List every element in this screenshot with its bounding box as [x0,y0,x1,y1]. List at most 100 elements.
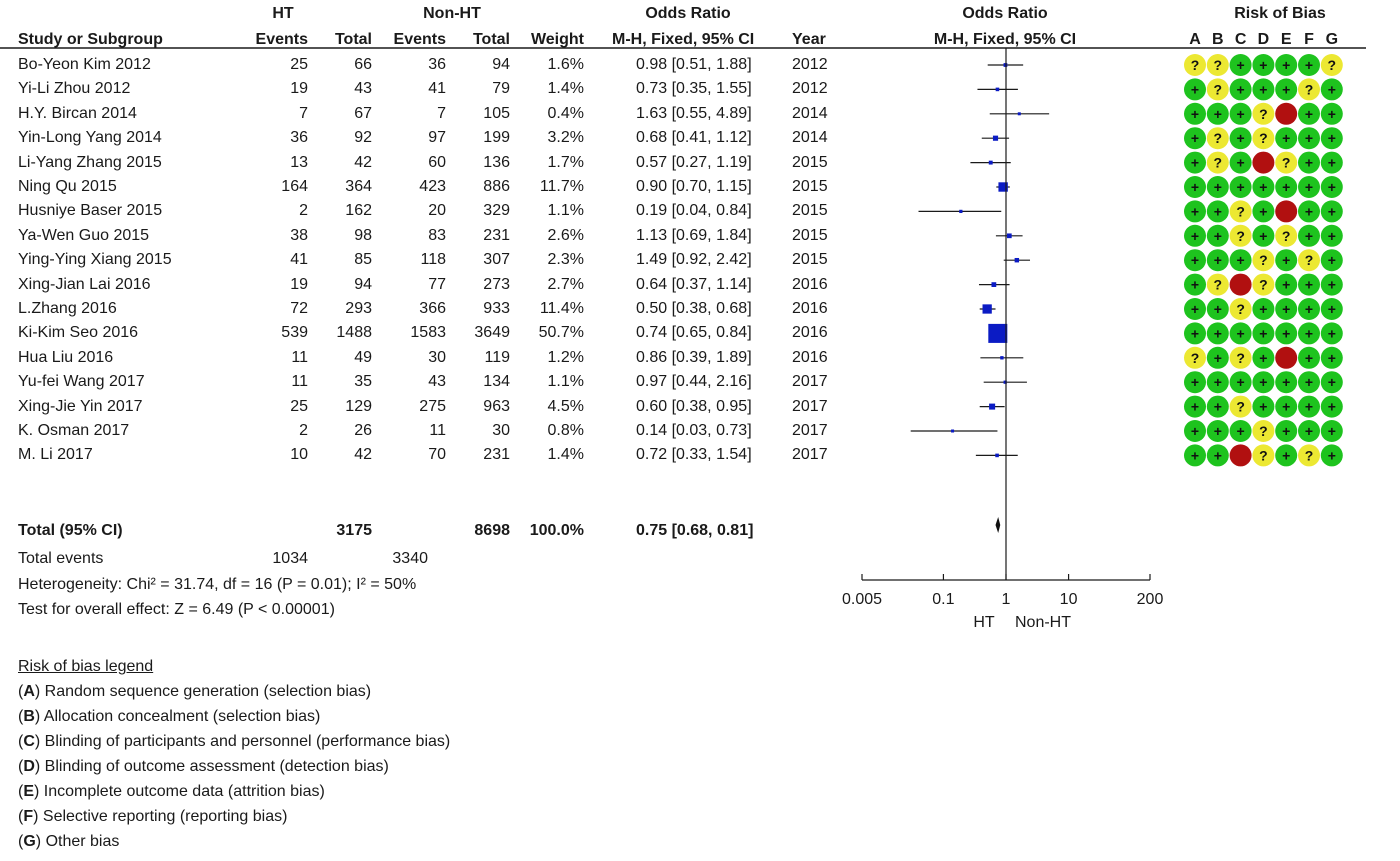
year-cell: 2017 [792,422,828,439]
study-name: Yin-Long Yang 2014 [18,129,162,147]
legend-item: (C) Blinding of participants and personn… [18,733,451,750]
risk-symbol: ? [1214,81,1223,97]
study-name: Xing-Jie Yin 2017 [18,397,143,415]
low-risk-icon [1229,176,1252,198]
nonht-events-cell: 60 [428,153,446,171]
legend-key: A [23,683,35,700]
study-name: Bo-Yeon Kim 2012 [18,56,151,73]
ht-events-cell: 72 [290,300,308,317]
low-risk-icon [1206,298,1229,320]
risk-symbol: + [1237,423,1245,439]
low-risk-icon [1320,127,1343,150]
unclear-risk-icon [1229,298,1252,320]
year-cell: 2017 [792,446,828,464]
weight-cell: 50.7% [538,324,584,342]
legend-text: Random sequence generation (selection bi… [44,683,372,700]
nonht-events-cell: 70 [428,446,446,464]
legend-key: F [23,808,34,825]
x-tick-label: 0.005 [842,591,882,608]
risk-symbol: + [1305,228,1313,244]
risk-symbol: + [1328,399,1336,415]
effect-marker [998,182,1008,192]
effect-marker [959,209,963,214]
nonht-total-cell: 329 [483,202,510,220]
ht-events-cell: 2 [299,202,308,220]
risk-symbol: + [1259,350,1267,366]
low-risk-icon [1184,151,1206,174]
nonht-events-cell: 77 [428,275,446,293]
study-name: Hua Liu 2016 [18,348,114,366]
weight-cell: 11.4% [539,300,584,317]
year-cell: 2016 [792,300,828,317]
risk-symbol: + [1328,277,1336,293]
risk-symbol: + [1214,106,1222,122]
nonht-events-cell: 20 [428,202,446,220]
weight-cell: 1.1% [547,202,584,220]
weight-cell: 2.3% [547,251,584,269]
unclear-risk-icon [1252,127,1275,150]
year-cell: 2015 [792,153,828,171]
year-cell: 2017 [792,397,828,415]
low-risk-icon [1229,102,1252,125]
header-ht-total: Total [334,31,372,48]
ht-total-cell: 94 [354,275,372,293]
risk-symbol: + [1282,423,1290,439]
legend-key: B [23,708,35,725]
low-risk-icon [1298,322,1320,345]
header-method: M-H, Fixed, 95% CI [612,31,755,48]
ht-total-cell: 43 [354,80,372,98]
unclear-risk-icon [1275,151,1298,174]
year-cell: 2015 [792,226,828,244]
low-risk-icon [1206,224,1229,247]
risk-symbol: + [1282,301,1290,317]
ht-events-cell: 10 [290,446,308,464]
legend-text: Selective reporting (reporting bias) [42,808,288,825]
ht-events-cell: 19 [290,80,308,98]
risk-symbol: + [1237,374,1245,390]
ht-events-cell: 11 [291,348,308,366]
effect-marker [1000,356,1004,360]
nonht-total-cell: 199 [483,129,510,147]
ci-cell: 0.90 [0.70, 1.15] [636,178,752,195]
ht-total-cell: 293 [345,300,372,317]
heterogeneity-text: Heterogeneity: Chi² = 31.74, df = 16 (P … [18,576,417,593]
low-risk-icon [1275,395,1298,418]
study-name: Ki-Kim Seo 2016 [18,324,139,342]
rob-column-A: A [1189,31,1201,48]
low-risk-icon [1252,371,1275,394]
unclear-risk-icon [1252,420,1275,442]
low-risk-icon [1298,346,1320,369]
nonht-events-cell: 97 [428,129,446,147]
effect-marker [951,429,955,433]
risk-symbol: + [1237,57,1245,73]
total-weight: 100.0% [529,522,584,539]
weight-cell: 11.7% [539,178,584,195]
header-nonht: Non-HT [423,5,481,22]
risk-symbol: + [1191,423,1199,439]
low-risk-icon [1275,176,1298,198]
risk-symbol: + [1328,350,1336,366]
low-risk-icon [1275,78,1298,101]
low-risk-icon [1206,200,1229,223]
risk-symbol: ? [1236,399,1245,415]
low-risk-icon [1184,78,1206,101]
risk-symbol: + [1259,374,1267,390]
header-risk-of-bias: Risk of Bias [1234,5,1326,22]
risk-symbol: + [1305,179,1313,195]
header-odds-ratio: Odds Ratio [645,5,731,22]
low-risk-icon [1320,224,1343,247]
low-risk-icon [1298,395,1320,418]
risk-symbol: ? [1214,155,1223,171]
total-label: Total (95% CI) [18,522,123,539]
year-cell: 2015 [792,202,828,220]
risk-symbol: + [1328,325,1336,341]
header-study: Study or Subgroup [18,31,163,48]
ci-cell: 0.50 [0.38, 0.68] [636,300,752,317]
low-risk-icon [1252,54,1275,76]
legend-key: E [23,783,34,800]
nonht-events-cell: 83 [428,226,446,244]
legend-text: Blinding of outcome assessment (detectio… [44,758,389,775]
weight-cell: 1.7% [547,153,584,171]
risk-symbol: + [1191,374,1199,390]
risk-symbol: + [1305,106,1313,122]
